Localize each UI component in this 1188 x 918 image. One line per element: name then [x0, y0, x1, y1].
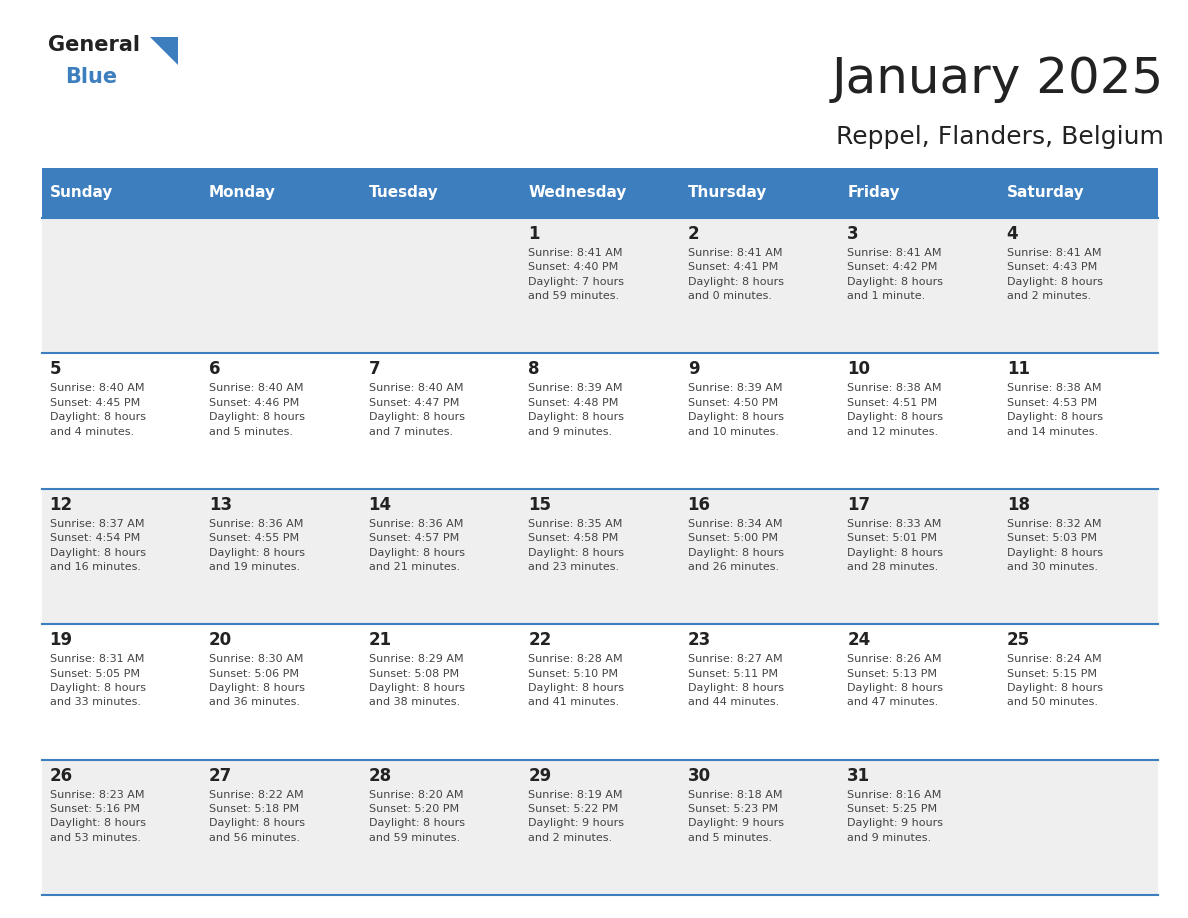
Text: 20: 20 [209, 632, 232, 649]
Bar [42, 353, 1158, 488]
Text: Sunrise: 8:28 AM
Sunset: 5:10 PM
Daylight: 8 hours
and 41 minutes.: Sunrise: 8:28 AM Sunset: 5:10 PM Dayligh… [529, 655, 624, 708]
Bar [999, 168, 1158, 218]
Bar [680, 168, 839, 218]
Text: Friday: Friday [847, 185, 899, 200]
Text: 16: 16 [688, 496, 710, 514]
Text: Sunrise: 8:34 AM
Sunset: 5:00 PM
Daylight: 8 hours
and 26 minutes.: Sunrise: 8:34 AM Sunset: 5:00 PM Dayligh… [688, 519, 784, 572]
Text: Sunrise: 8:29 AM
Sunset: 5:08 PM
Daylight: 8 hours
and 38 minutes.: Sunrise: 8:29 AM Sunset: 5:08 PM Dayligh… [368, 655, 465, 708]
Text: Reppel, Flanders, Belgium: Reppel, Flanders, Belgium [836, 125, 1164, 149]
Text: Sunrise: 8:16 AM
Sunset: 5:25 PM
Daylight: 9 hours
and 9 minutes.: Sunrise: 8:16 AM Sunset: 5:25 PM Dayligh… [847, 789, 943, 843]
Text: Sunrise: 8:40 AM
Sunset: 4:47 PM
Daylight: 8 hours
and 7 minutes.: Sunrise: 8:40 AM Sunset: 4:47 PM Dayligh… [368, 384, 465, 437]
Text: 26: 26 [50, 767, 72, 785]
Bar [361, 168, 520, 218]
Text: 19: 19 [50, 632, 72, 649]
Text: Tuesday: Tuesday [368, 185, 438, 200]
Text: Sunrise: 8:31 AM
Sunset: 5:05 PM
Daylight: 8 hours
and 33 minutes.: Sunrise: 8:31 AM Sunset: 5:05 PM Dayligh… [50, 655, 146, 708]
Text: Sunrise: 8:38 AM
Sunset: 4:53 PM
Daylight: 8 hours
and 14 minutes.: Sunrise: 8:38 AM Sunset: 4:53 PM Dayligh… [1006, 384, 1102, 437]
Text: Saturday: Saturday [1006, 185, 1085, 200]
Polygon shape [150, 37, 177, 65]
Text: 28: 28 [368, 767, 392, 785]
Text: Sunrise: 8:36 AM
Sunset: 4:57 PM
Daylight: 8 hours
and 21 minutes.: Sunrise: 8:36 AM Sunset: 4:57 PM Dayligh… [368, 519, 465, 572]
Text: Sunrise: 8:30 AM
Sunset: 5:06 PM
Daylight: 8 hours
and 36 minutes.: Sunrise: 8:30 AM Sunset: 5:06 PM Dayligh… [209, 655, 305, 708]
Text: Sunrise: 8:26 AM
Sunset: 5:13 PM
Daylight: 8 hours
and 47 minutes.: Sunrise: 8:26 AM Sunset: 5:13 PM Dayligh… [847, 655, 943, 708]
Text: 13: 13 [209, 496, 232, 514]
Text: 1: 1 [529, 225, 539, 243]
Text: Sunrise: 8:41 AM
Sunset: 4:40 PM
Daylight: 7 hours
and 59 minutes.: Sunrise: 8:41 AM Sunset: 4:40 PM Dayligh… [529, 248, 624, 301]
Text: Sunrise: 8:39 AM
Sunset: 4:48 PM
Daylight: 8 hours
and 9 minutes.: Sunrise: 8:39 AM Sunset: 4:48 PM Dayligh… [529, 384, 624, 437]
Text: 25: 25 [1006, 632, 1030, 649]
Bar [42, 624, 1158, 759]
Text: Sunrise: 8:23 AM
Sunset: 5:16 PM
Daylight: 8 hours
and 53 minutes.: Sunrise: 8:23 AM Sunset: 5:16 PM Dayligh… [50, 789, 146, 843]
Text: 21: 21 [368, 632, 392, 649]
Text: Sunrise: 8:33 AM
Sunset: 5:01 PM
Daylight: 8 hours
and 28 minutes.: Sunrise: 8:33 AM Sunset: 5:01 PM Dayligh… [847, 519, 943, 572]
Text: Wednesday: Wednesday [529, 185, 626, 200]
Text: 4: 4 [1006, 225, 1018, 243]
Text: 10: 10 [847, 361, 871, 378]
Text: 30: 30 [688, 767, 710, 785]
Text: 27: 27 [209, 767, 233, 785]
Text: Sunrise: 8:35 AM
Sunset: 4:58 PM
Daylight: 8 hours
and 23 minutes.: Sunrise: 8:35 AM Sunset: 4:58 PM Dayligh… [529, 519, 624, 572]
Text: Sunrise: 8:18 AM
Sunset: 5:23 PM
Daylight: 9 hours
and 5 minutes.: Sunrise: 8:18 AM Sunset: 5:23 PM Dayligh… [688, 789, 784, 843]
Text: Sunrise: 8:41 AM
Sunset: 4:43 PM
Daylight: 8 hours
and 2 minutes.: Sunrise: 8:41 AM Sunset: 4:43 PM Dayligh… [1006, 248, 1102, 301]
Bar [42, 488, 1158, 624]
Text: Sunrise: 8:22 AM
Sunset: 5:18 PM
Daylight: 8 hours
and 56 minutes.: Sunrise: 8:22 AM Sunset: 5:18 PM Dayligh… [209, 789, 305, 843]
Text: 11: 11 [1006, 361, 1030, 378]
Text: Sunrise: 8:41 AM
Sunset: 4:41 PM
Daylight: 8 hours
and 0 minutes.: Sunrise: 8:41 AM Sunset: 4:41 PM Dayligh… [688, 248, 784, 301]
Text: January 2025: January 2025 [832, 55, 1164, 103]
Text: 12: 12 [50, 496, 72, 514]
Text: 29: 29 [529, 767, 551, 785]
Text: 18: 18 [1006, 496, 1030, 514]
Text: Sunrise: 8:40 AM
Sunset: 4:45 PM
Daylight: 8 hours
and 4 minutes.: Sunrise: 8:40 AM Sunset: 4:45 PM Dayligh… [50, 384, 146, 437]
Bar [42, 168, 201, 218]
Text: Sunrise: 8:39 AM
Sunset: 4:50 PM
Daylight: 8 hours
and 10 minutes.: Sunrise: 8:39 AM Sunset: 4:50 PM Dayligh… [688, 384, 784, 437]
Bar [42, 759, 1158, 895]
Bar [520, 168, 680, 218]
Text: Sunrise: 8:36 AM
Sunset: 4:55 PM
Daylight: 8 hours
and 19 minutes.: Sunrise: 8:36 AM Sunset: 4:55 PM Dayligh… [209, 519, 305, 572]
Text: General: General [48, 35, 139, 55]
Text: 5: 5 [50, 361, 61, 378]
Text: Thursday: Thursday [688, 185, 767, 200]
Text: Sunrise: 8:37 AM
Sunset: 4:54 PM
Daylight: 8 hours
and 16 minutes.: Sunrise: 8:37 AM Sunset: 4:54 PM Dayligh… [50, 519, 146, 572]
Text: Sunrise: 8:32 AM
Sunset: 5:03 PM
Daylight: 8 hours
and 30 minutes.: Sunrise: 8:32 AM Sunset: 5:03 PM Dayligh… [1006, 519, 1102, 572]
Text: Blue: Blue [65, 67, 118, 87]
Text: Sunrise: 8:40 AM
Sunset: 4:46 PM
Daylight: 8 hours
and 5 minutes.: Sunrise: 8:40 AM Sunset: 4:46 PM Dayligh… [209, 384, 305, 437]
Text: Monday: Monday [209, 185, 276, 200]
Text: Sunrise: 8:19 AM
Sunset: 5:22 PM
Daylight: 9 hours
and 2 minutes.: Sunrise: 8:19 AM Sunset: 5:22 PM Dayligh… [529, 789, 624, 843]
Text: 14: 14 [368, 496, 392, 514]
Text: 31: 31 [847, 767, 871, 785]
Text: Sunday: Sunday [50, 185, 113, 200]
Text: 17: 17 [847, 496, 871, 514]
Text: 7: 7 [368, 361, 380, 378]
Bar [201, 168, 361, 218]
Text: Sunrise: 8:41 AM
Sunset: 4:42 PM
Daylight: 8 hours
and 1 minute.: Sunrise: 8:41 AM Sunset: 4:42 PM Dayligh… [847, 248, 943, 301]
Text: Sunrise: 8:38 AM
Sunset: 4:51 PM
Daylight: 8 hours
and 12 minutes.: Sunrise: 8:38 AM Sunset: 4:51 PM Dayligh… [847, 384, 943, 437]
Text: 2: 2 [688, 225, 700, 243]
Text: 8: 8 [529, 361, 539, 378]
Bar [839, 168, 999, 218]
Text: Sunrise: 8:27 AM
Sunset: 5:11 PM
Daylight: 8 hours
and 44 minutes.: Sunrise: 8:27 AM Sunset: 5:11 PM Dayligh… [688, 655, 784, 708]
Text: Sunrise: 8:20 AM
Sunset: 5:20 PM
Daylight: 8 hours
and 59 minutes.: Sunrise: 8:20 AM Sunset: 5:20 PM Dayligh… [368, 789, 465, 843]
Text: 3: 3 [847, 225, 859, 243]
Text: Sunrise: 8:24 AM
Sunset: 5:15 PM
Daylight: 8 hours
and 50 minutes.: Sunrise: 8:24 AM Sunset: 5:15 PM Dayligh… [1006, 655, 1102, 708]
Text: 23: 23 [688, 632, 710, 649]
Text: 22: 22 [529, 632, 551, 649]
Text: 9: 9 [688, 361, 700, 378]
Text: 15: 15 [529, 496, 551, 514]
Bar [42, 218, 1158, 353]
Text: 24: 24 [847, 632, 871, 649]
Text: 6: 6 [209, 361, 221, 378]
